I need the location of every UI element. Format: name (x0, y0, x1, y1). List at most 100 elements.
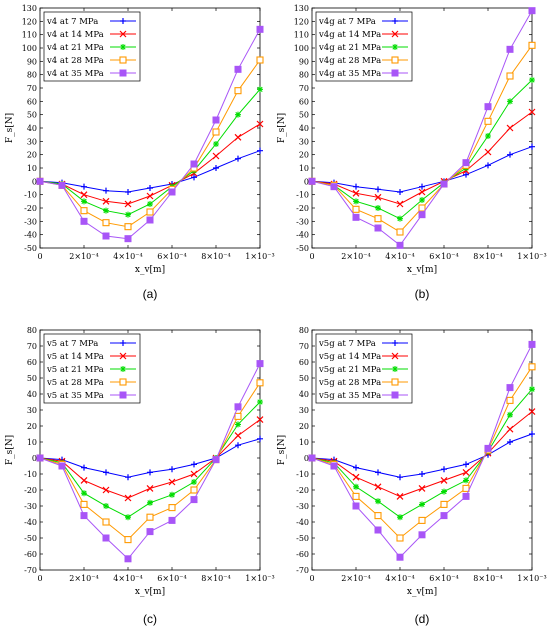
legend-marker (391, 352, 399, 360)
data-point (418, 204, 426, 212)
y-tick-label: 50 (27, 111, 37, 120)
data-point (441, 488, 447, 495)
data-point (147, 469, 153, 476)
data-point (102, 518, 110, 526)
data-point (257, 399, 263, 405)
data-point (125, 211, 131, 218)
legend-marker (392, 366, 398, 372)
y-tick-label: 120 (22, 17, 37, 26)
y-tick-label: 90 (299, 57, 309, 66)
y-tick-label: -20 (296, 204, 309, 213)
x-tick-label: 0 (37, 252, 42, 261)
x-tick-label: 0 (309, 574, 314, 583)
y-tick-label: 0 (32, 177, 37, 186)
data-point (462, 492, 470, 500)
x-tick-label: 1×10⁻³ (517, 252, 546, 261)
legend-label: v5g at 21 MPa (318, 365, 381, 375)
legend-marker (119, 56, 127, 64)
data-point (353, 483, 359, 490)
data-point (308, 177, 316, 185)
y-tick-label: 50 (299, 374, 309, 383)
data-point (212, 456, 220, 464)
x-tick-label: 6×10⁻⁴ (429, 574, 458, 583)
legend-label: v5 at 14 MPa (46, 352, 104, 362)
data-point (441, 466, 447, 473)
data-point (352, 205, 360, 213)
series-line (311, 111, 533, 205)
data-point (235, 111, 241, 118)
data-point (397, 514, 403, 521)
x-axis-label: x_v[m] (135, 265, 165, 275)
y-tick-label: -50 (296, 244, 309, 253)
y-tick-label: -20 (24, 486, 37, 495)
data-point (147, 499, 153, 506)
legend-marker (391, 30, 399, 38)
y-tick-label: 60 (27, 358, 37, 367)
chart-panel-2: -50 -40 -30 -20 -10 0 10 20 30 40 50 60 70 80 90 100 110… (277, 4, 547, 301)
legend-label: v5g at 14 MPa (318, 352, 381, 362)
data-point (419, 471, 425, 477)
y-axis-label: F_s[N] (277, 113, 287, 143)
data-point (419, 183, 425, 190)
legend: v4g at 7 MPa v4g at 14 MPa v4g at 21 MPa v4… (315, 11, 413, 82)
data-point (146, 216, 154, 224)
y-tick-label: -50 (24, 534, 37, 543)
y-tick-label: 120 (294, 17, 309, 26)
x-tick-label: 4×10⁻⁴ (385, 252, 414, 261)
data-point (484, 148, 492, 156)
data-point (103, 469, 109, 476)
y-tick-label: 70 (299, 342, 309, 351)
y-tick-label: 0 (304, 454, 309, 463)
data-point (396, 553, 404, 561)
data-point (125, 474, 131, 481)
series-3 (37, 86, 263, 218)
data-point (257, 435, 263, 442)
y-tick-label: 90 (27, 57, 37, 66)
y-tick-label: -40 (296, 518, 309, 527)
y-tick-label: -50 (296, 534, 309, 543)
data-point (462, 468, 470, 476)
data-point (506, 45, 514, 53)
data-point (330, 462, 338, 470)
data-point (484, 117, 492, 125)
data-point (80, 191, 88, 199)
data-point (352, 492, 360, 500)
data-point (529, 386, 535, 393)
data-point (440, 476, 448, 484)
y-tick-label: 100 (22, 44, 37, 53)
legend-marker (391, 56, 399, 64)
legend-marker (120, 44, 126, 50)
data-point (353, 464, 359, 471)
data-point (191, 461, 197, 468)
y-tick-label: 70 (27, 342, 37, 351)
y-axis-label: F_s[N] (5, 113, 15, 143)
data-point (375, 469, 381, 476)
y-axis-label: F_s[N] (5, 435, 15, 465)
data-point (124, 555, 132, 563)
y-tick-label: 10 (27, 164, 37, 173)
data-point (124, 200, 132, 208)
data-point (374, 512, 382, 520)
y-tick-label: 80 (27, 71, 37, 80)
series-line (39, 123, 261, 205)
data-point (147, 185, 153, 191)
data-point (418, 484, 426, 492)
data-point (528, 41, 536, 49)
data-point (146, 513, 154, 521)
series-2 (308, 408, 536, 500)
y-tick-label: 10 (27, 438, 37, 447)
legend-marker (120, 366, 126, 372)
data-point (485, 133, 491, 139)
data-point (213, 141, 219, 147)
data-point (234, 65, 242, 73)
legend-label: v5g at 28 MPa (318, 378, 381, 388)
y-tick-label: 20 (299, 422, 309, 431)
y-tick-label: -60 (296, 550, 309, 559)
data-point (462, 159, 470, 167)
data-point (256, 416, 264, 424)
data-point (235, 421, 241, 428)
y-tick-label: -70 (24, 566, 37, 575)
series-3 (309, 77, 535, 222)
data-point (374, 224, 382, 232)
plot-frame (311, 329, 533, 571)
